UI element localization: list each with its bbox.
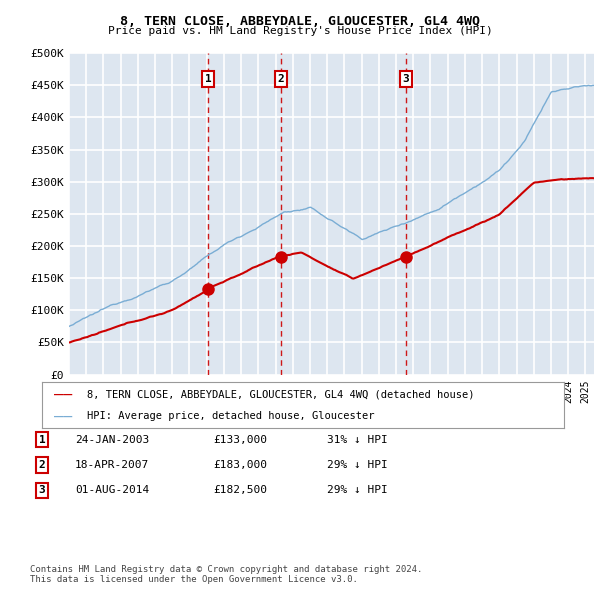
Text: 18-APR-2007: 18-APR-2007: [75, 460, 149, 470]
Text: 1: 1: [205, 74, 211, 84]
Text: Contains HM Land Registry data © Crown copyright and database right 2024.
This d: Contains HM Land Registry data © Crown c…: [30, 565, 422, 584]
Text: 31% ↓ HPI: 31% ↓ HPI: [327, 435, 388, 444]
Text: £183,000: £183,000: [213, 460, 267, 470]
Text: HPI: Average price, detached house, Gloucester: HPI: Average price, detached house, Glou…: [87, 411, 374, 421]
Text: 01-AUG-2014: 01-AUG-2014: [75, 486, 149, 495]
Text: ——: ——: [54, 409, 72, 424]
Text: 2: 2: [38, 460, 46, 470]
Text: 8, TERN CLOSE, ABBEYDALE, GLOUCESTER, GL4 4WQ (detached house): 8, TERN CLOSE, ABBEYDALE, GLOUCESTER, GL…: [87, 389, 475, 399]
Text: ——: ——: [54, 387, 72, 402]
Text: 29% ↓ HPI: 29% ↓ HPI: [327, 486, 388, 495]
Text: 8, TERN CLOSE, ABBEYDALE, GLOUCESTER, GL4 4WQ: 8, TERN CLOSE, ABBEYDALE, GLOUCESTER, GL…: [120, 15, 480, 28]
Text: 1: 1: [38, 435, 46, 444]
Text: Price paid vs. HM Land Registry's House Price Index (HPI): Price paid vs. HM Land Registry's House …: [107, 26, 493, 36]
Text: £133,000: £133,000: [213, 435, 267, 444]
Text: 3: 3: [38, 486, 46, 495]
Text: 24-JAN-2003: 24-JAN-2003: [75, 435, 149, 444]
Text: 2: 2: [277, 74, 284, 84]
Text: 29% ↓ HPI: 29% ↓ HPI: [327, 460, 388, 470]
Text: £182,500: £182,500: [213, 486, 267, 495]
Text: 3: 3: [403, 74, 409, 84]
